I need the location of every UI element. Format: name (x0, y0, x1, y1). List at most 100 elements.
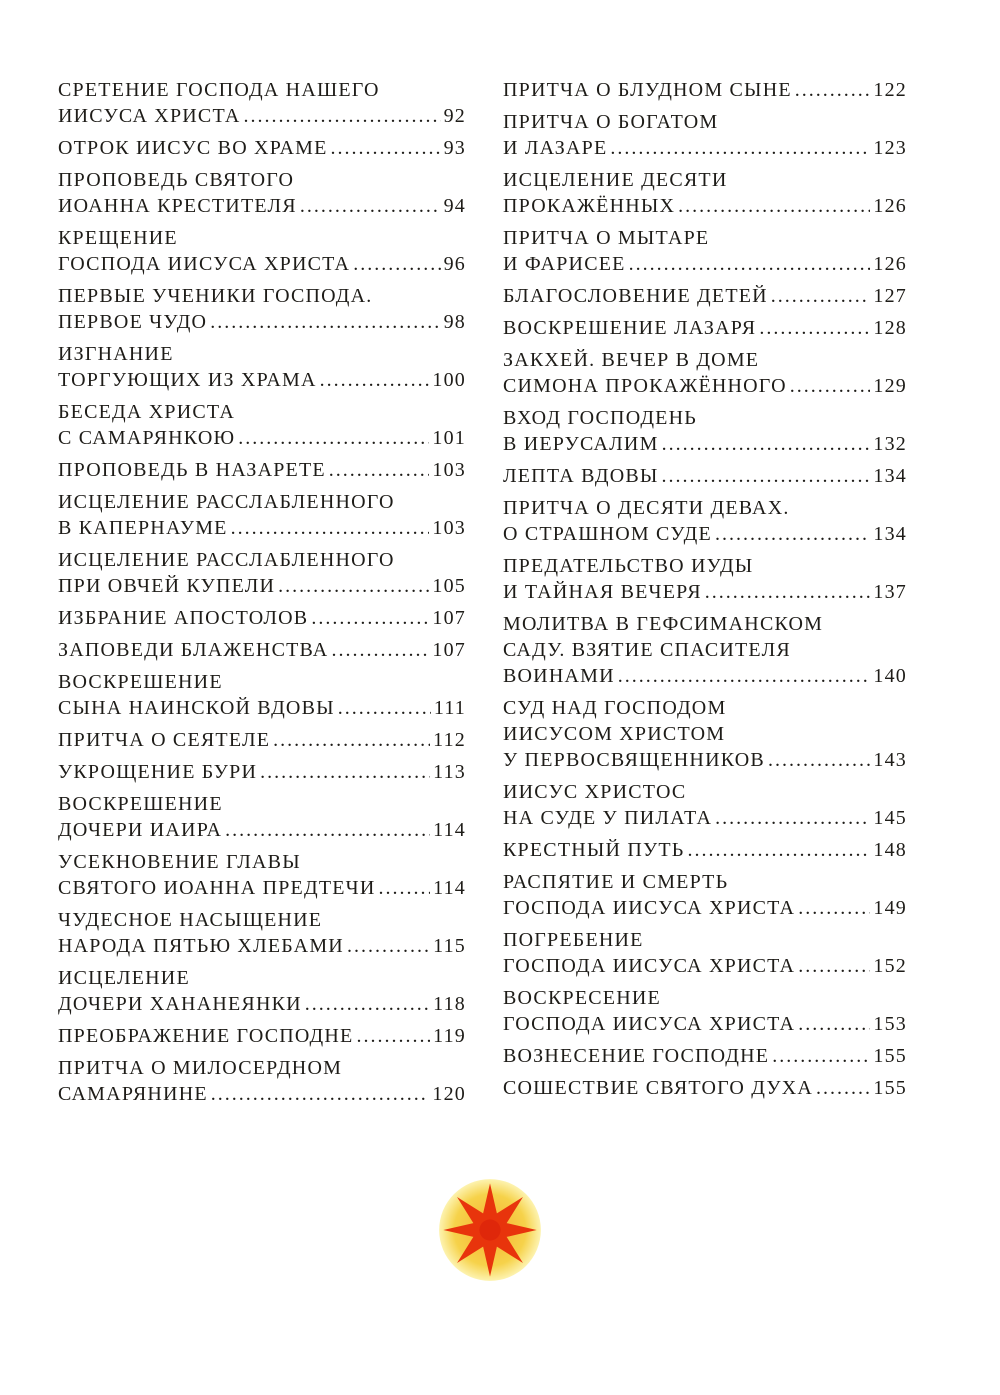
toc-entry-title: ЗАПОВЕДИ БЛАЖЕНСТВА (58, 639, 329, 661)
toc-entry[interactable]: ПРИТЧА О МЫТАРЕ И ФАРИСЕЕ 126 (503, 225, 907, 277)
toc-entry[interactable]: ПРИТЧА О БОГАТОМ И ЛАЗАРЕ 123 (503, 109, 907, 161)
toc-entry[interactable]: ИЗБРАНИЕ АПОСТОЛОВ 107 (58, 605, 466, 631)
toc-entry[interactable]: ИСЦЕЛЕНИЕ РАССЛАБЛЕННОГО ПРИ ОВЧЕЙ КУПЕЛИ… (58, 547, 466, 599)
dot-leader (678, 193, 870, 219)
toc-entry-line: ТОРГУЮЩИХ ИЗ ХРАМА 100 (58, 367, 466, 393)
toc-entry-title: ПРОПОВЕДЬ СВЯТОГО (58, 169, 295, 191)
dot-leader (238, 425, 429, 451)
toc-entry[interactable]: ПРИТЧА О СЕЯТЕЛЕ 112 (58, 727, 466, 753)
dot-leader (320, 367, 430, 393)
toc-entry[interactable]: ИСЦЕЛЕНИЕ ДОЧЕРИ ХАНАНЕЯНКИ 118 (58, 965, 466, 1017)
toc-entry[interactable]: ЗАКХЕЙ. ВЕЧЕР В ДОМЕ СИМОНА ПРОКАЖЁННОГО 1… (503, 347, 907, 399)
dot-leader (662, 463, 871, 489)
toc-page-number: 115 (433, 935, 466, 957)
toc-entry[interactable]: УКРОЩЕНИЕ БУРИ 113 (58, 759, 466, 785)
toc-entry[interactable]: РАСПЯТИЕ И СМЕРТЬ ГОСПОДА ИИСУСА ХРИСТА 14… (503, 869, 907, 921)
toc-entry-title: ПРЕОБРАЖЕНИЕ ГОСПОДНЕ (58, 1025, 354, 1047)
toc-entry[interactable]: БЕСЕДА ХРИСТА С САМАРЯНКОЮ 101 (58, 399, 466, 451)
toc-left-column: СРЕТЕНИЕ ГОСПОДА НАШЕГО ИИСУСА ХРИСТА 92 ОТ… (58, 77, 466, 1113)
dot-leader (629, 251, 871, 277)
toc-entry[interactable]: ПЕРВЫЕ УЧЕНИКИ ГОСПОДА. ПЕРВОЕ ЧУДО 98 (58, 283, 466, 335)
dot-leader (772, 1043, 870, 1069)
dot-leader (347, 933, 430, 959)
toc-entry-line: ИИСУСОМ ХРИСТОМ (503, 721, 907, 747)
toc-entry[interactable]: ПРОПОВЕДЬ СВЯТОГО ИОАННА КРЕСТИТЕЛЯ 94 (58, 167, 466, 219)
toc-entry-line: ГОСПОДА ИИСУСА ХРИСТА 152 (503, 953, 907, 979)
toc-entry-line: ОТРОК ИИСУС ВО ХРАМЕ 93 (58, 135, 466, 161)
toc-entry-title: ИЗБРАНИЕ АПОСТОЛОВ (58, 607, 309, 629)
toc-entry[interactable]: СРЕТЕНИЕ ГОСПОДА НАШЕГО ИИСУСА ХРИСТА 92 (58, 77, 466, 129)
toc-entry-line: УКРОЩЕНИЕ БУРИ 113 (58, 759, 466, 785)
toc-entry[interactable]: КРЕСТНЫЙ ПУТЬ 148 (503, 837, 907, 863)
toc-entry[interactable]: БЛАГОСЛОВЕНИЕ ДЕТЕЙ 127 (503, 283, 907, 309)
toc-page-number: 126 (873, 253, 907, 275)
toc-entry[interactable]: ПРИТЧА О МИЛОСЕРДНОМ САМАРЯНИНЕ 120 (58, 1055, 466, 1107)
toc-page-number: 107 (432, 607, 466, 629)
toc-entry-line: ИСЦЕЛЕНИЕ РАССЛАБЛЕННОГО (58, 547, 466, 573)
toc-entry[interactable]: ВОСКРЕСЕНИЕ ГОСПОДА ИИСУСА ХРИСТА 153 (503, 985, 907, 1037)
toc-entry[interactable]: ИСЦЕЛЕНИЕ ДЕСЯТИ ПРОКАЖЁННЫХ 126 (503, 167, 907, 219)
toc-entry-title: САДУ. ВЗЯТИЕ СПАСИТЕЛЯ (503, 639, 791, 661)
toc-entry[interactable]: ПРИТЧА О БЛУДНОМ СЫНЕ 122 (503, 77, 907, 103)
toc-entry[interactable]: ВОСКРЕШЕНИЕ ДОЧЕРИ ИАИРА 114 (58, 791, 466, 843)
toc-page-number: 155 (873, 1077, 907, 1099)
toc-entry[interactable]: ОТРОК ИИСУС ВО ХРАМЕ 93 (58, 135, 466, 161)
dot-leader (329, 457, 430, 483)
toc-entry-title: ВОИНАМИ (503, 665, 615, 687)
toc-entry-title: ГОСПОДА ИИСУСА ХРИСТА (58, 253, 351, 275)
toc-entry[interactable]: ПРОПОВЕДЬ В НАЗАРЕТЕ 103 (58, 457, 466, 483)
toc-entry[interactable]: СУД НАД ГОСПОДОМ ИИСУСОМ ХРИСТОМ У ПЕРВОСВ… (503, 695, 907, 773)
dot-leader (338, 695, 431, 721)
toc-entry[interactable]: ВОСКРЕШЕНИЕ ЛАЗАРЯ 128 (503, 315, 907, 341)
toc-page-number: 92 (443, 105, 466, 127)
toc-entry[interactable]: ПОГРЕБЕНИЕ ГОСПОДА ИИСУСА ХРИСТА 152 (503, 927, 907, 979)
toc-entry-line: КРЕСТНЫЙ ПУТЬ 148 (503, 837, 907, 863)
toc-entry-line: ИИСУСА ХРИСТА 92 (58, 103, 466, 129)
toc-entry-title: ИИСУС ХРИСТОС (503, 781, 687, 803)
toc-entry-title: ЗАКХЕЙ. ВЕЧЕР В ДОМЕ (503, 349, 760, 371)
toc-entry-title: С САМАРЯНКОЮ (58, 427, 236, 449)
toc-entry-line: ГОСПОДА ИИСУСА ХРИСТА 149 (503, 895, 907, 921)
toc-page-number: 94 (443, 195, 466, 217)
toc-entry-line: ИСЦЕЛЕНИЕ (58, 965, 466, 991)
toc-entry[interactable]: ПРЕДАТЕЛЬСТВО ИУДЫ И ТАЙНАЯ ВЕЧЕРЯ 137 (503, 553, 907, 605)
toc-entry[interactable]: МОЛИТВА В ГЕФСИМАНСКОМ САДУ. ВЗЯТИЕ СПАСИ… (503, 611, 907, 689)
toc-page-number: 120 (432, 1083, 466, 1105)
toc-entry-line: ПРЕДАТЕЛЬСТВО ИУДЫ (503, 553, 907, 579)
toc-entry[interactable]: ВОЗНЕСЕНИЕ ГОСПОДНЕ 155 (503, 1043, 907, 1069)
toc-entry[interactable]: ЗАПОВЕДИ БЛАЖЕНСТВА 107 (58, 637, 466, 663)
dot-leader (353, 251, 440, 277)
toc-entry-line: ГОСПОДА ИИСУСА ХРИСТА 96 (58, 251, 466, 277)
toc-entry-line: ПРОПОВЕДЬ СВЯТОГО (58, 167, 466, 193)
toc-entry-line: ПРЕОБРАЖЕНИЕ ГОСПОДНЕ 119 (58, 1023, 466, 1049)
toc-entry[interactable]: ИСЦЕЛЕНИЕ РАССЛАБЛЕННОГО В КАПЕРНАУМЕ 103 (58, 489, 466, 541)
toc-entry-line: РАСПЯТИЕ И СМЕРТЬ (503, 869, 907, 895)
toc-entry-line: БЕСЕДА ХРИСТА (58, 399, 466, 425)
toc-entry[interactable]: КРЕЩЕНИЕ ГОСПОДА ИИСУСА ХРИСТА 96 (58, 225, 466, 277)
toc-entry[interactable]: СОШЕСТВИЕ СВЯТОГО ДУХА 155 (503, 1075, 907, 1101)
toc-entry-line: САМАРЯНИНЕ 120 (58, 1081, 466, 1107)
toc-entry[interactable]: ПРИТЧА О ДЕСЯТИ ДЕВАХ. О СТРАШНОМ СУДЕ 134 (503, 495, 907, 547)
toc-entry[interactable]: ЧУДЕСНОЕ НАСЫЩЕНИЕ НАРОДА ПЯТЬЮ ХЛЕБАМИ 11… (58, 907, 466, 959)
toc-entry-title: ПРИТЧА О СЕЯТЕЛЕ (58, 729, 271, 751)
toc-entry-line: ВОСКРЕШЕНИЕ ЛАЗАРЯ 128 (503, 315, 907, 341)
toc-entry[interactable]: ПРЕОБРАЖЕНИЕ ГОСПОДНЕ 119 (58, 1023, 466, 1049)
toc-entry-title: ТОРГУЮЩИХ ИЗ ХРАМА (58, 369, 317, 391)
toc-entry-line: СЫНА НАИНСКОЙ ВДОВЫ 111 (58, 695, 466, 721)
dot-leader (379, 875, 431, 901)
toc-entry[interactable]: ВХОД ГОСПОДЕНЬ В ИЕРУСАЛИМ 132 (503, 405, 907, 457)
toc-entry[interactable]: УСЕКНОВЕНИЕ ГЛАВЫ СВЯТОГО ИОАННА ПРЕДТЕЧИ… (58, 849, 466, 901)
toc-entry[interactable]: ИЗГНАНИЕ ТОРГУЮЩИХ ИЗ ХРАМА 100 (58, 341, 466, 393)
toc-entry-line: ПРИТЧА О СЕЯТЕЛЕ 112 (58, 727, 466, 753)
toc-entry-title: ДОЧЕРИ ХАНАНЕЯНКИ (58, 993, 302, 1015)
dot-leader (331, 637, 429, 663)
dot-leader (771, 283, 871, 309)
toc-entry[interactable]: ВОСКРЕШЕНИЕ СЫНА НАИНСКОЙ ВДОВЫ 111 (58, 669, 466, 721)
toc-entry-title: НАРОДА ПЯТЬЮ ХЛЕБАМИ (58, 935, 344, 957)
toc-entry-title: СЫНА НАИНСКОЙ ВДОВЫ (58, 697, 335, 719)
dot-leader (210, 309, 440, 335)
toc-entry[interactable]: ЛЕПТА ВДОВЫ 134 (503, 463, 907, 489)
dot-leader (715, 521, 870, 547)
toc-entry[interactable]: ИИСУС ХРИСТОС НА СУДЕ У ПИЛАТА 145 (503, 779, 907, 831)
toc-entry-line: СВЯТОГО ИОАННА ПРЕДТЕЧИ 114 (58, 875, 466, 901)
